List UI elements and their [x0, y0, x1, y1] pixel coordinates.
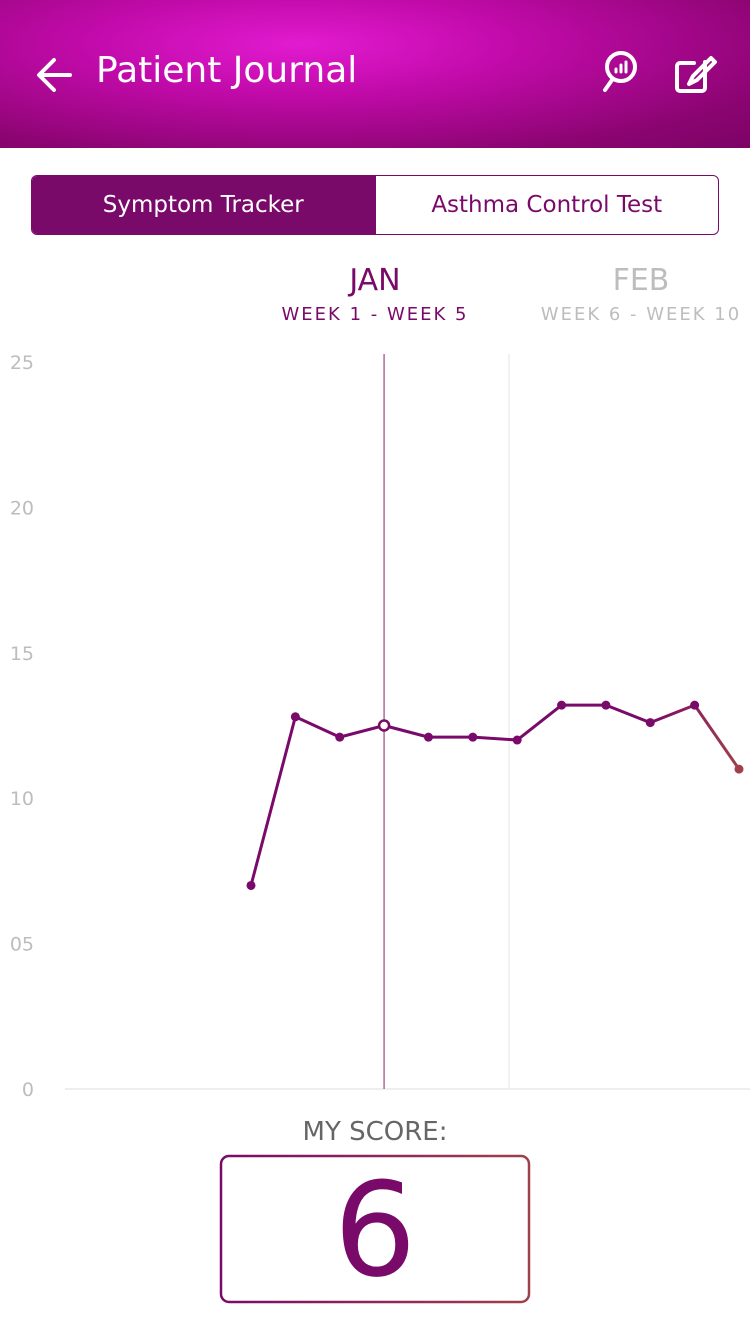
- month-label[interactable]: JAN: [347, 263, 400, 298]
- tab[interactable]: Symptom Tracker: [32, 176, 375, 234]
- tab-bar: Symptom Tracker Asthma Control Test: [31, 175, 719, 235]
- y-tick-label: 25: [10, 352, 34, 374]
- score-label: MY SCORE:: [303, 1117, 448, 1147]
- month-label[interactable]: FEB: [613, 263, 670, 298]
- data-point: [423, 732, 433, 742]
- data-point: [512, 735, 522, 745]
- back-arrow[interactable]: [37, 58, 72, 92]
- edit-icon[interactable]: [675, 56, 717, 93]
- data-point: [335, 732, 345, 742]
- y-tick-label: 05: [10, 934, 34, 956]
- header-title: Patient Journal: [96, 50, 358, 91]
- data-point: [246, 880, 256, 890]
- line-series: [249, 703, 741, 886]
- y-tick-label: 10: [10, 788, 34, 810]
- data-point: [557, 700, 567, 710]
- header-icons: [37, 51, 717, 93]
- week-range: WEEK 6 - WEEK 10: [541, 304, 741, 325]
- score-box: [219, 1154, 531, 1304]
- search-chart-icon[interactable]: [603, 51, 637, 92]
- data-point: [377, 719, 391, 732]
- tab[interactable]: Asthma Control Test: [374, 176, 719, 234]
- y-tick-label: 15: [10, 643, 34, 665]
- data-point: [601, 700, 611, 710]
- data-point: [468, 732, 478, 742]
- app-header: Patient Journal: [0, 0, 750, 148]
- score-value: 6: [334, 1154, 417, 1306]
- y-tick-label: 20: [10, 497, 34, 519]
- data-point: [645, 718, 655, 728]
- data-point: [734, 764, 744, 774]
- data-point: [690, 700, 700, 710]
- y-tick-label: 0: [22, 1079, 34, 1101]
- week-range: WEEK 1 - WEEK 5: [282, 304, 469, 325]
- data-point: [290, 712, 300, 722]
